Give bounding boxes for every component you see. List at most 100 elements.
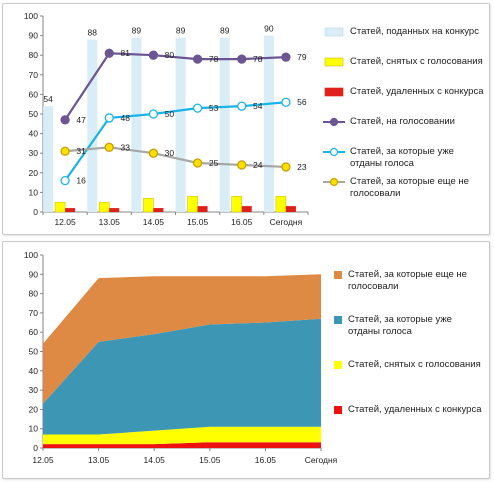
bottom-chart-panel: 0 10 20 30 40 50 60 70 80 90 100 12.05 13.05 14.05 15.…	[2, 241, 490, 479]
line-point-label: 80	[165, 50, 175, 60]
bottom-x-tick-label: 14.05	[144, 455, 166, 465]
legend-key	[333, 314, 343, 328]
legend-label: Статей, снятых с голосования	[348, 359, 481, 370]
bar-submitted-label: 89	[220, 26, 230, 36]
bar-withdrawn	[231, 196, 242, 213]
line-point-label: 79	[297, 52, 307, 62]
line-point	[281, 52, 291, 62]
bar-withdrawn	[99, 201, 110, 213]
bar-submitted-label: 54	[43, 94, 53, 104]
bar-submitted	[131, 37, 142, 213]
legend-item: Статей, удаленных с конкурса	[323, 86, 488, 101]
top-y-tick-label: 30	[29, 148, 39, 158]
bar-removed	[65, 208, 76, 212]
line-point-label: 30	[165, 148, 175, 158]
legend-key	[323, 176, 345, 191]
line-point-label: 50	[165, 109, 175, 119]
line-point-label: 54	[253, 101, 263, 111]
bar-withdrawn	[187, 196, 198, 213]
top-x-tick-label: 13.05	[99, 217, 121, 227]
bar-submitted	[87, 39, 98, 212]
line-point-label: 24	[253, 160, 263, 170]
line-point-label: 53	[209, 103, 219, 113]
area-статей-за-которые-еще-не-голосовали	[43, 274, 321, 404]
top-chart: 0 10 20 30 40 50 60 70 80 90 100 12.05 13.05 14.05 15.…	[24, 11, 309, 227]
top-y-tick-label: 80	[29, 50, 39, 60]
bar-submitted	[263, 35, 274, 212]
line-point-label: 81	[121, 48, 131, 58]
legend-label: Статей, за которые уже отданы голоса	[350, 146, 454, 169]
bar-removed	[285, 206, 296, 212]
bar-submitted-label: 89	[176, 26, 186, 36]
legend-key	[323, 56, 345, 71]
legend-key	[333, 404, 343, 418]
line-point-label: 78	[253, 54, 263, 64]
line-point	[148, 50, 159, 60]
area-статей-снятых-с-голосования	[43, 426, 321, 445]
line-point	[60, 146, 70, 156]
top-y-tick-label: 10	[29, 187, 39, 197]
line-point	[281, 97, 291, 107]
bar-removed	[109, 208, 120, 212]
line-point	[104, 113, 114, 123]
legend-item: Статей, на голосовании	[323, 116, 488, 131]
bar-submitted	[43, 106, 54, 212]
bottom-y-tick-label: 20	[29, 404, 39, 414]
line-point-label: 47	[76, 115, 86, 125]
top-y-tick-label: 100	[24, 11, 38, 21]
area-статей-удаленных-с-конкурса	[43, 442, 321, 448]
bar-withdrawn	[275, 196, 287, 213]
line-point-label: 25	[209, 158, 219, 168]
bottom-y-tick-label: 90	[29, 269, 39, 279]
line-point	[60, 115, 70, 125]
bar-submitted-label: 90	[264, 24, 274, 34]
line-point	[192, 54, 203, 64]
top-x-tick-label: 14.05	[143, 217, 165, 227]
bar-removed	[153, 208, 164, 212]
legend-key	[323, 26, 345, 41]
legend-key	[333, 269, 343, 283]
bar-submitted	[175, 37, 186, 213]
bottom-x-tick-label: 15.05	[199, 455, 221, 465]
bottom-y-tick-label: 70	[29, 308, 39, 318]
line-статей-за-которые-еще-не-голосовали	[64, 146, 286, 169]
legend-key	[333, 359, 343, 373]
legend-key	[323, 86, 345, 101]
line-point-label: 48	[121, 113, 131, 123]
bar-submitted-label: 88	[88, 28, 98, 38]
bar-removed	[241, 206, 252, 212]
top-x-tick-label: 16.05	[231, 217, 253, 227]
legend-label: Статей, за которые еще не голосовали	[350, 176, 469, 199]
line-point	[192, 158, 203, 168]
line-point-label: 23	[297, 162, 307, 172]
top-y-tick-label: 50	[29, 109, 39, 119]
legend-label: Статей, на голосовании	[350, 116, 455, 127]
line-point-label: 78	[209, 54, 219, 64]
line-статей-за-которые-уже-отданы-голоса	[64, 101, 287, 182]
bar-removed	[197, 206, 208, 212]
top-y-tick-label: 40	[29, 129, 39, 139]
legend-item: Статей, за которые уже отданы голоса	[323, 146, 488, 170]
line-point-label: 33	[121, 142, 131, 152]
legend-item: Статей, за которые еще не голосовали	[323, 176, 488, 200]
line-point-label: 31	[76, 146, 86, 156]
bottom-y-tick-label: 30	[29, 385, 39, 395]
line-point-label: 56	[297, 97, 307, 107]
bottom-y-tick-label: 100	[24, 250, 38, 260]
legend-item: Статей, за которые еще не голосовали	[333, 269, 486, 293]
line-point	[237, 160, 247, 170]
bottom-x-tick-label: Сегодня	[305, 455, 338, 465]
top-x-tick-label: 12.05	[54, 217, 76, 227]
legend-key	[323, 146, 345, 161]
area-статей-за-которые-уже-отданы-голоса	[43, 318, 321, 435]
line-статей-на-голосовании	[64, 52, 286, 121]
bottom-y-tick-label: 0	[33, 443, 38, 453]
legend-label: Статей, за которые уже отданы голоса	[348, 314, 452, 337]
line-point	[192, 103, 203, 113]
top-x-tick-label: 15.05	[187, 217, 209, 227]
legend-item: Статей, снятых с голосования	[323, 56, 488, 71]
line-point	[60, 175, 70, 186]
legend-item: Статей, удаленных с конкурса	[333, 404, 486, 418]
legend-item: Статей, поданных на конкурс	[323, 26, 488, 41]
bottom-x-tick-label: 13.05	[88, 455, 110, 465]
